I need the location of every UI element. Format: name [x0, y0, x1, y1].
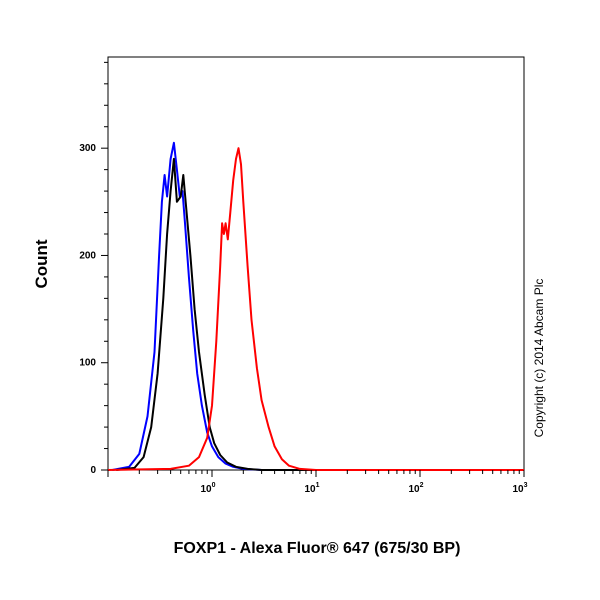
copyright-annotation: Copyright (c) 2014 Abcam Plc [532, 279, 546, 438]
y-axis: 0 100 200 300 [79, 61, 108, 476]
x-tick-label: 101 [304, 482, 319, 495]
y-tick-label: 100 [79, 358, 96, 369]
series-line-1 [112, 141, 524, 471]
series-line-2 [116, 157, 524, 471]
series-layer [107, 141, 524, 471]
y-axis-title: Count [32, 239, 51, 288]
x-tick-label: 100 [200, 482, 215, 495]
x-tick-label: 103 [512, 482, 527, 495]
series-line-3 [107, 147, 524, 471]
x-tick-label: 102 [408, 482, 423, 495]
plot-border [107, 56, 525, 471]
y-tick-label: 0 [90, 465, 96, 476]
x-axis-title: FOXP1 - Alexa Fluor® 647 (675/30 BP) [174, 540, 461, 557]
plot-frame [107, 56, 525, 471]
x-axis: 100 101 102 103 [107, 470, 528, 495]
y-tick-label: 300 [79, 143, 96, 154]
y-tick-label: 200 [79, 250, 96, 261]
